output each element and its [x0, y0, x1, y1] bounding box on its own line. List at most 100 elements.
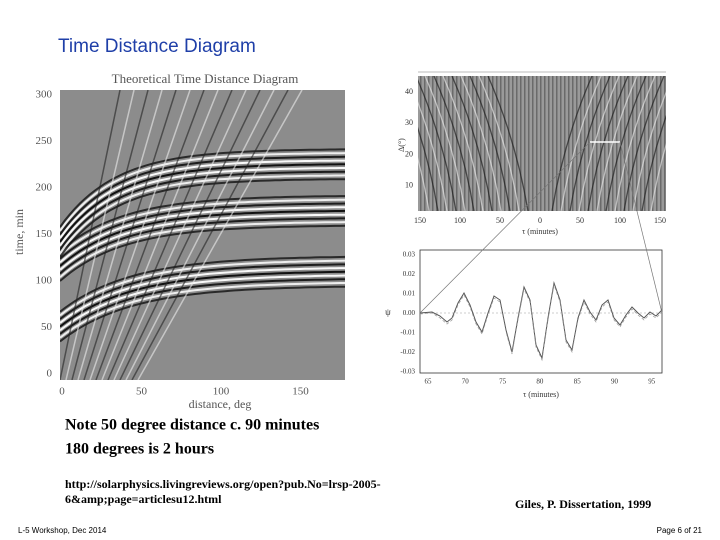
y-axis-label: Δ(°) — [397, 138, 406, 152]
wave-arc — [418, 79, 457, 211]
y-tick-label: 40 — [405, 87, 413, 96]
x-tick-label: 75 — [499, 378, 507, 386]
y-tick-label: 250 — [36, 135, 53, 147]
y-tick-label: 0.03 — [403, 251, 416, 259]
x-axis-label: τ (minutes) — [522, 227, 558, 236]
wave-band — [60, 274, 345, 332]
y-tick-label: 0.00 — [403, 309, 416, 317]
plot-frame — [419, 249, 663, 374]
wave-band — [60, 255, 345, 313]
x-axis-label: τ (minutes) — [523, 390, 559, 399]
wave-band — [60, 282, 345, 339]
figure-title: Theoretical Time Distance Diagram — [112, 71, 299, 86]
x-axis-label: distance, deg — [189, 397, 252, 411]
wave-arc — [478, 76, 520, 211]
wave-arc — [560, 76, 602, 211]
zoom-line — [619, 141, 663, 314]
x-tick-label: 0 — [538, 216, 542, 225]
wave-band — [65, 90, 135, 380]
x-tick-label: 50 — [136, 386, 148, 398]
y-tick-label: 100 — [36, 275, 53, 287]
y-tick-label: 20 — [405, 149, 413, 158]
wave-band — [60, 267, 345, 324]
x-tick-label: 95 — [648, 378, 656, 386]
figure-image — [60, 90, 345, 380]
footer-right: Page 6 of 21 — [657, 526, 703, 535]
y-tick-label: -0.03 — [400, 368, 415, 376]
y-tick-label: -0.01 — [400, 329, 415, 337]
wave-curve — [419, 281, 663, 360]
wave-band — [60, 206, 345, 264]
x-tick-label: 150 — [292, 386, 309, 398]
wave-band — [60, 174, 345, 254]
wave-band — [60, 213, 345, 271]
wave-band — [60, 148, 345, 228]
wave-arc — [650, 142, 666, 211]
y-tick-label: 0.01 — [403, 290, 416, 298]
zoom-line — [419, 141, 591, 314]
x-tick-label: 65 — [425, 378, 433, 386]
y-tick-label: 300 — [36, 89, 53, 101]
wave-arc — [569, 76, 611, 211]
wave-band — [77, 90, 163, 380]
y-tick-label: 0.02 — [403, 270, 416, 278]
y-tick-label: -0.02 — [400, 348, 415, 356]
wave-arc — [433, 76, 475, 211]
wave-band — [60, 155, 345, 236]
wave-band — [60, 221, 345, 279]
wave-band — [137, 90, 303, 380]
citation: Giles, P. Dissertation, 1999 — [515, 497, 651, 511]
y-tick-label: 10 — [405, 181, 413, 190]
wave-band — [60, 163, 345, 243]
note: Note 50 degree distance c. 90 minutes — [65, 417, 319, 434]
y-tick-label: 150 — [36, 228, 53, 240]
url: http://solarphysics.livingreviews.org/op… — [65, 477, 381, 491]
x-tick-label: 70 — [462, 378, 470, 386]
wave-arc — [469, 76, 511, 211]
wave-band — [125, 90, 275, 380]
footer-left: L-5 Workshop, Dec 2014 — [18, 526, 107, 535]
wave-band — [113, 90, 247, 380]
url: 6&amp;page=articlesu12.html — [65, 492, 222, 506]
wave-band — [60, 263, 345, 320]
x-tick-label: 100 — [614, 216, 626, 225]
wave-arc — [460, 76, 502, 211]
wave-pattern — [60, 90, 345, 380]
wave-band — [131, 90, 289, 380]
wave-pattern — [418, 76, 666, 211]
wave-arc — [641, 114, 666, 211]
wave-band — [60, 270, 345, 328]
wave-arc — [605, 76, 647, 211]
wave-arc — [442, 76, 484, 211]
x-tick-label: 100 — [213, 386, 230, 398]
y-axis-label: ψ — [385, 307, 391, 317]
wave-arc — [623, 76, 665, 211]
wave-curve — [419, 283, 663, 362]
y-tick-label: 50 — [41, 321, 53, 333]
y-axis-label: time, min — [12, 209, 26, 255]
x-tick-label: 150 — [654, 216, 666, 225]
note: 180 degrees is 2 hours — [65, 441, 214, 458]
wave-band — [119, 90, 261, 380]
figure-image — [418, 76, 666, 211]
wave-band — [60, 285, 345, 343]
x-tick-label: 80 — [536, 378, 544, 386]
wave-arc — [418, 101, 448, 211]
x-tick-label: 150 — [414, 216, 426, 225]
y-tick-label: 30 — [405, 118, 413, 127]
wave-arc — [451, 76, 493, 211]
x-tick-label: 100 — [454, 216, 466, 225]
x-tick-label: 0 — [59, 386, 65, 398]
slide-title: Time Distance Diagram — [58, 36, 256, 57]
wave-band — [60, 195, 345, 252]
wave-arc — [418, 126, 439, 211]
x-tick-label: 85 — [574, 378, 582, 386]
wave-arc — [551, 76, 593, 211]
wave-band — [107, 90, 233, 380]
wave-band — [60, 90, 121, 380]
x-tick-label: 90 — [611, 378, 619, 386]
wave-arc — [424, 76, 466, 211]
wave-band — [71, 90, 149, 380]
